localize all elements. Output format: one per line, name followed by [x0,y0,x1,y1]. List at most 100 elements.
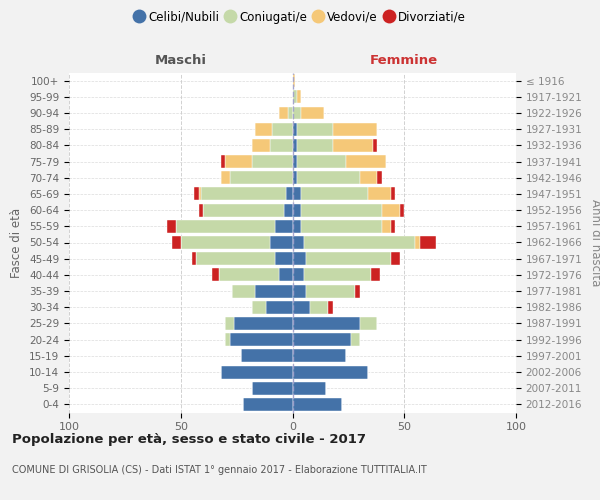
Bar [297,90,301,104]
Bar [279,106,288,120]
Text: Femmine: Femmine [370,54,439,67]
Bar [328,301,333,314]
Bar [226,333,230,346]
Bar [391,220,395,233]
Bar [293,268,304,281]
Bar [286,188,293,200]
Bar [176,220,275,233]
Bar [226,317,235,330]
Bar [297,155,346,168]
Bar [306,252,391,265]
Bar [293,398,341,411]
Bar [293,139,297,152]
Bar [310,301,328,314]
Bar [382,204,400,216]
Bar [346,155,386,168]
Bar [293,204,301,216]
Bar [293,350,346,362]
Bar [275,252,293,265]
Y-axis label: Anni di nascita: Anni di nascita [589,199,600,286]
Text: COMUNE DI GRISOLIA (CS) - Dati ISTAT 1° gennaio 2017 - Elaborazione TUTTITALIA.I: COMUNE DI GRISOLIA (CS) - Dati ISTAT 1° … [12,465,427,475]
Bar [219,268,279,281]
Bar [221,366,293,378]
Bar [304,268,371,281]
Bar [301,220,382,233]
Bar [293,284,306,298]
Bar [297,139,333,152]
Bar [333,139,373,152]
Bar [293,90,297,104]
Bar [232,284,254,298]
Bar [293,301,310,314]
Bar [199,188,201,200]
Bar [371,268,380,281]
Bar [415,236,420,249]
Bar [293,155,297,168]
Text: Maschi: Maschi [155,54,207,67]
Bar [359,172,377,184]
Bar [306,284,355,298]
Bar [270,236,293,249]
Bar [301,106,324,120]
Bar [194,188,199,200]
Bar [297,172,359,184]
Bar [167,220,176,233]
Bar [226,155,252,168]
Bar [368,188,391,200]
Bar [293,317,359,330]
Bar [293,252,306,265]
Bar [230,333,293,346]
Bar [252,301,266,314]
Bar [333,122,377,136]
Bar [359,317,377,330]
Bar [266,301,293,314]
Bar [254,284,293,298]
Bar [391,252,400,265]
Bar [301,188,368,200]
Bar [293,220,301,233]
Bar [293,382,326,394]
Bar [254,122,272,136]
Bar [400,204,404,216]
Bar [355,284,359,298]
Bar [196,252,275,265]
Bar [420,236,436,249]
Bar [199,204,203,216]
Bar [301,204,382,216]
Bar [391,188,395,200]
Bar [279,268,293,281]
Bar [293,74,295,87]
Bar [377,172,382,184]
Bar [304,236,415,249]
Bar [293,333,350,346]
Bar [272,122,293,136]
Bar [293,122,297,136]
Bar [244,398,293,411]
Bar [275,220,293,233]
Bar [270,139,293,152]
Bar [293,106,301,120]
Bar [203,204,284,216]
Bar [201,188,286,200]
Bar [192,252,196,265]
Bar [288,106,293,120]
Bar [241,350,293,362]
Bar [230,172,293,184]
Bar [252,155,293,168]
Bar [172,236,181,249]
Text: Popolazione per età, sesso e stato civile - 2017: Popolazione per età, sesso e stato civil… [12,432,366,446]
Bar [293,236,304,249]
Legend: Celibi/Nubili, Coniugati/e, Vedovi/e, Divorziati/e: Celibi/Nubili, Coniugati/e, Vedovi/e, Di… [130,6,470,28]
Bar [293,188,301,200]
Bar [293,172,297,184]
Bar [297,122,333,136]
Bar [221,155,226,168]
Bar [212,268,219,281]
Bar [373,139,377,152]
Bar [221,172,230,184]
Bar [293,366,368,378]
Bar [252,139,270,152]
Bar [284,204,293,216]
Bar [181,236,270,249]
Bar [252,382,293,394]
